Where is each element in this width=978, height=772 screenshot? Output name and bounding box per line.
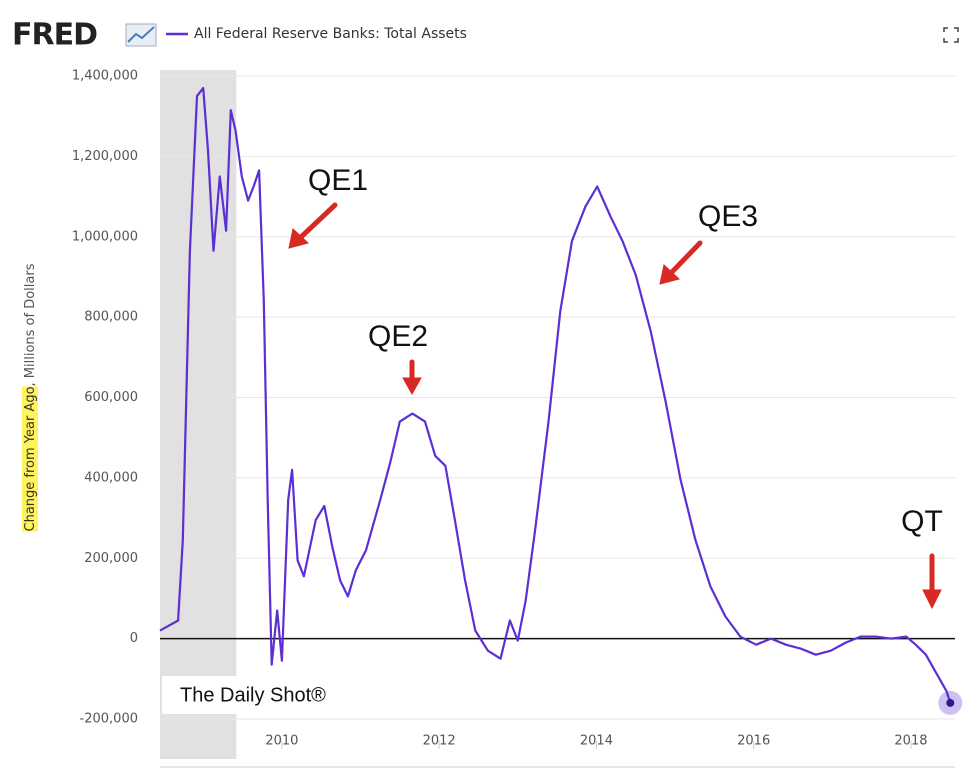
- legend-label: All Federal Reserve Banks: Total Assets: [194, 26, 467, 42]
- x-tick-label: 2018: [894, 734, 927, 749]
- watermark: The Daily Shot®: [180, 684, 326, 706]
- y-tick-label: 400,000: [84, 470, 138, 485]
- last-point: [946, 698, 955, 707]
- y-label-highlight: Change from Year Ago: [23, 386, 38, 531]
- y-label-units: , Millions of Dollars: [23, 263, 38, 386]
- y-tick-label: 1,200,000: [72, 149, 138, 164]
- arrows: [288, 202, 942, 610]
- logo: FRED: [12, 18, 97, 53]
- annotation: QE1: [308, 164, 368, 197]
- x-tick-label: 2010: [265, 734, 298, 749]
- y-axis-label-group: Change from Year Ago, Millions of Dollar…: [22, 263, 38, 532]
- y-tick-label: 1,400,000: [72, 69, 138, 84]
- logo-icon: [125, 23, 157, 47]
- y-tick-label: 600,000: [84, 390, 138, 405]
- y-axis-label: Change from Year Ago, Millions of Dollar…: [23, 263, 38, 531]
- recession-shade: [160, 70, 237, 759]
- x-tick-label: 2016: [737, 734, 770, 749]
- annotation: QE3: [698, 200, 758, 233]
- series-line: [159, 87, 952, 704]
- y-label-highlight-box: [22, 386, 38, 532]
- watermark-box: [162, 676, 358, 714]
- x-tick-label: 2014: [580, 734, 613, 749]
- y-tick-label: 0: [130, 631, 138, 646]
- expand-icon[interactable]: [943, 27, 959, 43]
- annotation: QE2: [368, 320, 428, 353]
- annotation: QT: [901, 505, 943, 538]
- y-tick-label: 800,000: [84, 310, 138, 325]
- y-tick-label: 1,000,000: [72, 229, 138, 244]
- y-tick-label: -200,000: [80, 712, 138, 727]
- x-tick-label: 2012: [423, 734, 456, 749]
- y-tick-label: 200,000: [84, 551, 138, 566]
